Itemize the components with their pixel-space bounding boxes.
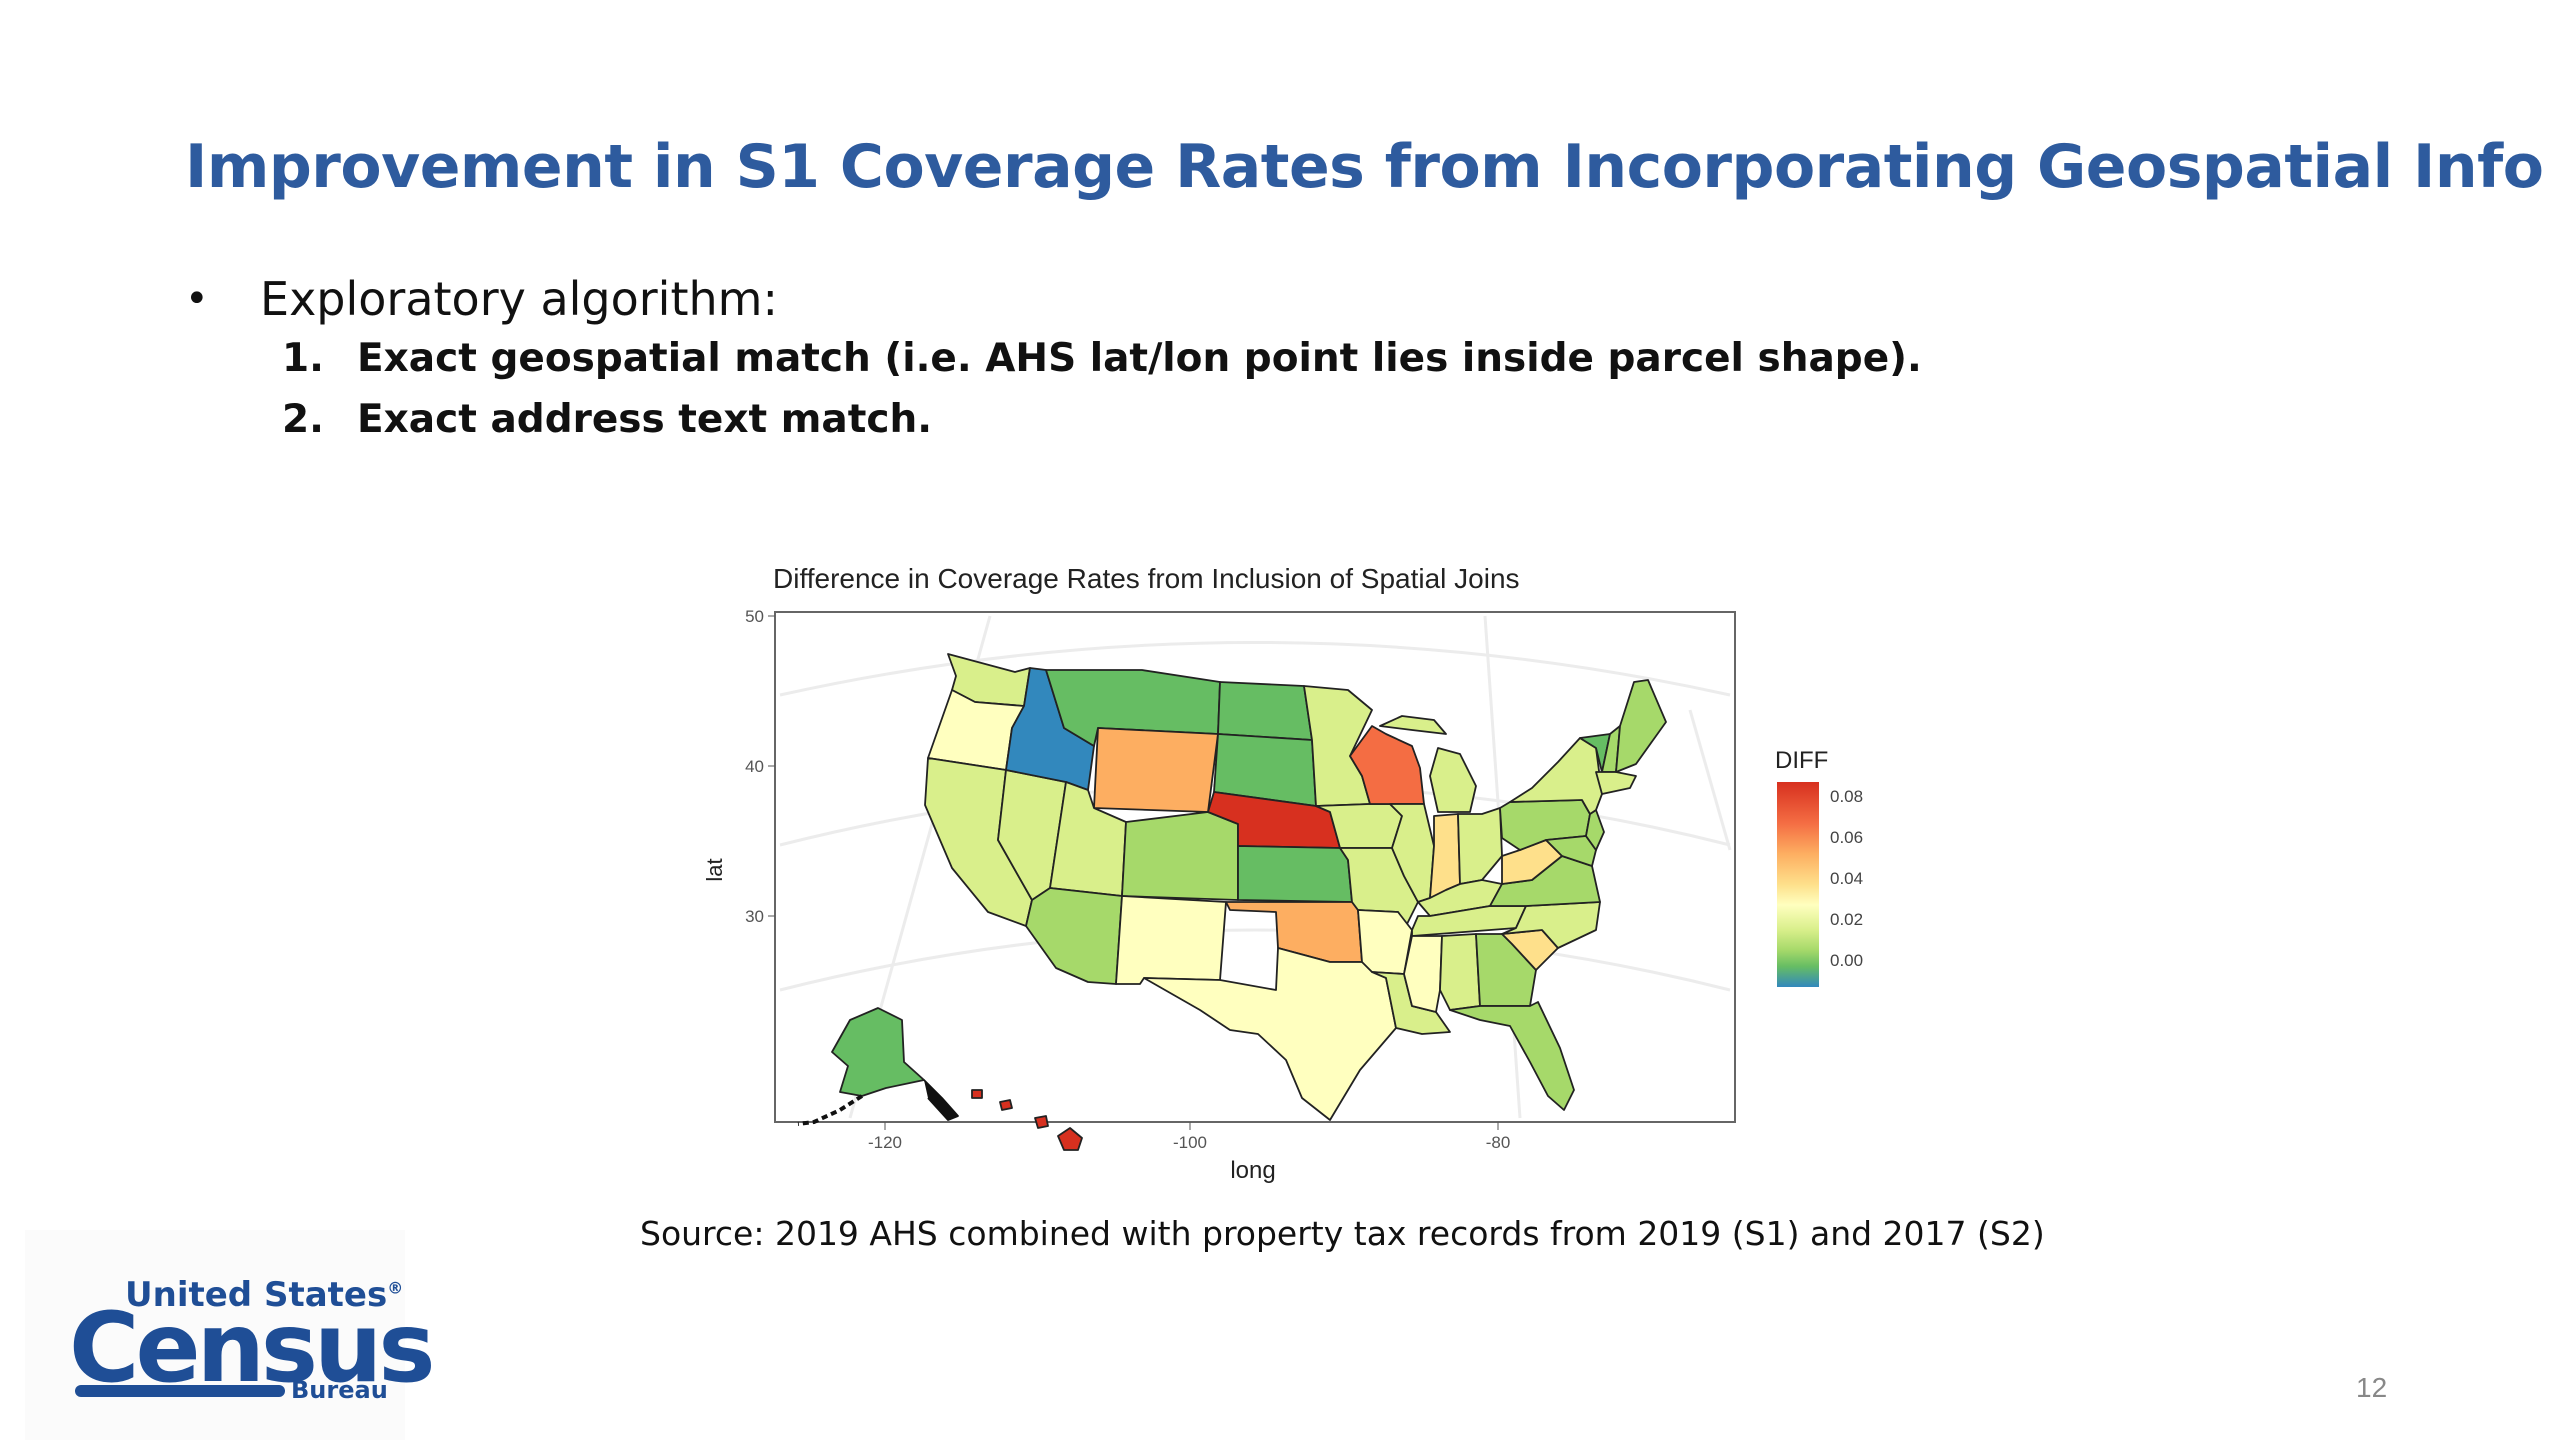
legend-tick-label: 0.08 (1830, 787, 1863, 806)
state-alaska (831, 1007, 925, 1097)
aleutian-islands (797, 1094, 864, 1126)
legend-colorbar (1777, 782, 1819, 987)
step-number: 1. (282, 336, 324, 381)
x-axis-label: long (1230, 1157, 1275, 1184)
y-axis: 50 40 30 (745, 607, 775, 926)
legend-tick-label: 0.06 (1830, 828, 1863, 847)
step-text: Exact geospatial match (i.e. AHS lat/lon… (357, 336, 1922, 381)
state-wisconsin (1349, 725, 1425, 805)
bullet-text: Exploratory algorithm: (260, 272, 778, 326)
state-maryland (1545, 835, 1597, 867)
slide-title: Improvement in S1 Coverage Rates from In… (185, 132, 2544, 202)
state-florida (1449, 1001, 1575, 1111)
y-axis-label: lat (702, 858, 727, 881)
y-tick-label: 50 (745, 607, 764, 626)
census-bureau-logo: United States® Census Bureau (25, 1230, 436, 1440)
registered-mark: ® (387, 1278, 404, 1298)
chart-title: Difference in Coverage Rates from Inclus… (773, 563, 1520, 594)
choropleth-chart: Difference in Coverage Rates from Inclus… (690, 550, 1920, 1190)
state-texas (1143, 947, 1397, 1121)
state-arkansas (1357, 909, 1413, 975)
state-wyoming (1093, 727, 1219, 813)
bullet-list: • Exploratory algorithm: 1. Exact geospa… (185, 272, 1922, 458)
graticule-line (779, 641, 1731, 697)
legend: DIFF 0.08 (1775, 747, 1863, 987)
legend-title: DIFF (1775, 747, 1828, 774)
state-arizona (1025, 887, 1123, 985)
state-hawaii (1057, 1127, 1083, 1151)
legend-tick-label: 0.00 (1830, 951, 1863, 970)
state-new-york (1509, 737, 1603, 815)
logo-bureau: Bureau (291, 1376, 388, 1404)
graticule-line (779, 928, 1731, 992)
page-number: 12 (2356, 1372, 2388, 1403)
state-hawaii-kauai (971, 1089, 983, 1099)
numbered-steps: 1. Exact geospatial match (i.e. AHS lat/… (282, 336, 1922, 442)
state-hawaii-oahu (999, 1099, 1013, 1111)
state-alabama (1439, 933, 1481, 1011)
step-item: 1. Exact geospatial match (i.e. AHS lat/… (282, 336, 1922, 381)
step-item: 2. Exact address text match. (282, 397, 1922, 442)
x-axis: -120 -100 -80 (868, 1122, 1510, 1152)
logo-united-states: United States® (125, 1275, 403, 1315)
state-north-dakota (1217, 681, 1313, 741)
y-tick-label: 40 (745, 757, 764, 776)
state-michigan-up (1379, 715, 1447, 735)
y-tick-label: 30 (745, 907, 764, 926)
legend-ticks: 0.08 0.06 0.04 0.02 0.00 (1830, 787, 1863, 970)
state-kansas (1237, 845, 1353, 903)
bullet-dot-icon: • (185, 276, 209, 322)
graticule-line (1688, 709, 1732, 851)
alaska-panhandle (923, 1079, 959, 1121)
legend-tick-label: 0.04 (1830, 869, 1863, 888)
state-new-mexico (1115, 895, 1227, 985)
step-text: Exact address text match. (357, 397, 933, 442)
x-tick-label: -100 (1173, 1133, 1207, 1152)
bullet-item: • Exploratory algorithm: (185, 272, 1922, 326)
state-new-jersey (1585, 809, 1605, 851)
legend-tick-label: 0.02 (1830, 910, 1863, 929)
state-massachusetts (1595, 771, 1637, 795)
x-tick-label: -120 (868, 1133, 902, 1152)
state-hawaii-maui (1034, 1115, 1049, 1129)
source-note: Source: 2019 AHS combined with property … (640, 1214, 2045, 1253)
state-polygons (797, 653, 1667, 1151)
step-number: 2. (282, 397, 324, 442)
state-maine (1615, 679, 1667, 773)
x-tick-label: -80 (1486, 1133, 1511, 1152)
logo-underline (75, 1385, 285, 1397)
chart-svg: Difference in Coverage Rates from Inclus… (702, 563, 1863, 1184)
logo-line1: United States (125, 1275, 388, 1315)
state-michigan-lp (1429, 747, 1477, 813)
state-colorado (1121, 811, 1239, 901)
